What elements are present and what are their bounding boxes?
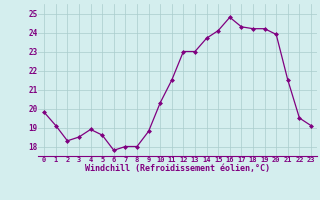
X-axis label: Windchill (Refroidissement éolien,°C): Windchill (Refroidissement éolien,°C) (85, 164, 270, 173)
